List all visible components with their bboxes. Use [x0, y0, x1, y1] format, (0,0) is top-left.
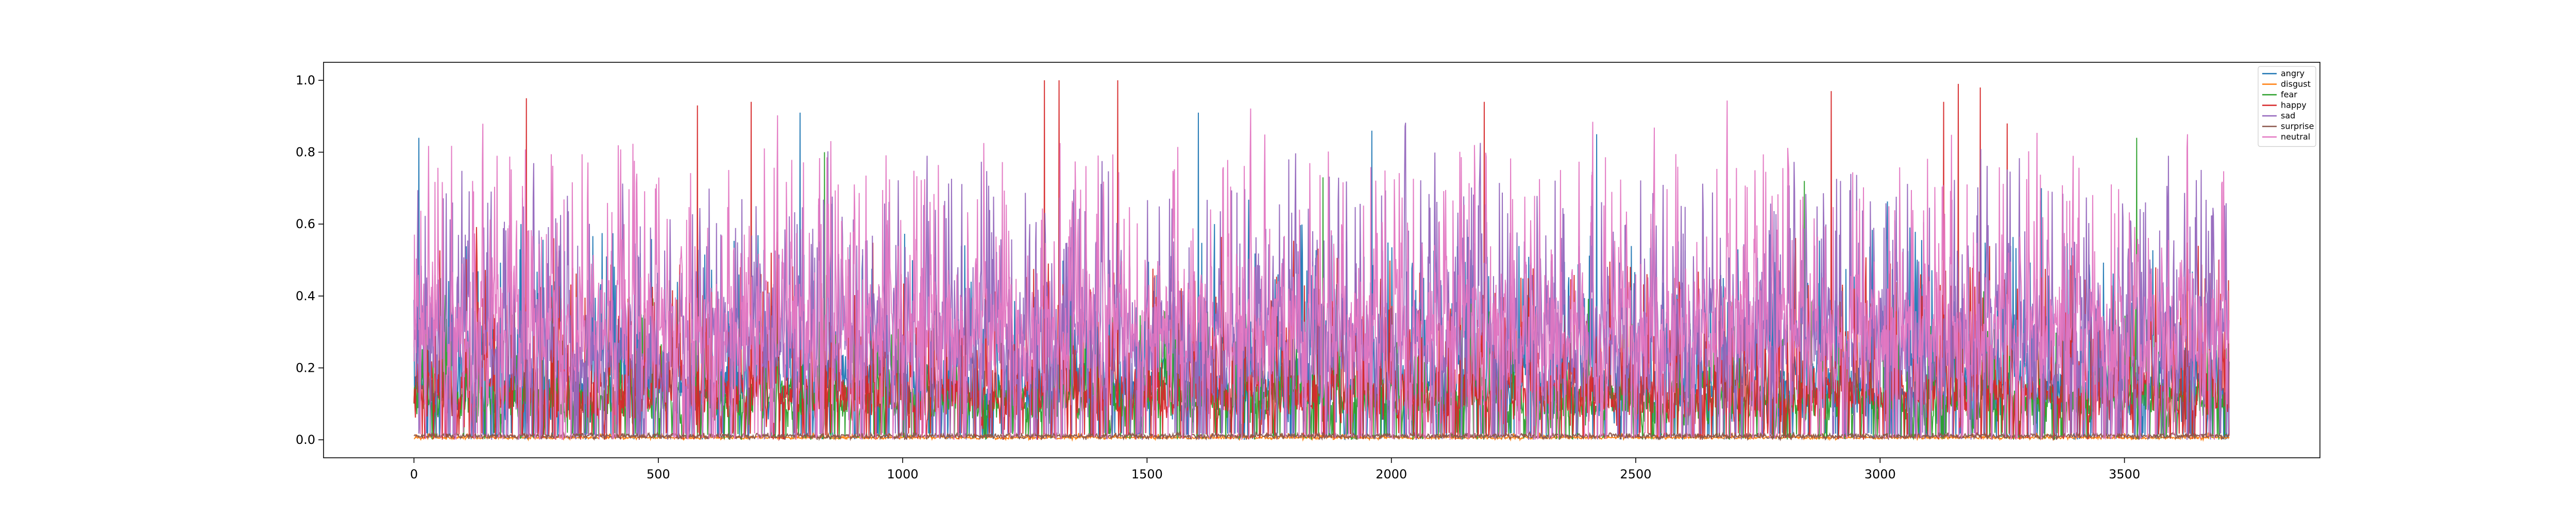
legend-label-fear: fear — [2281, 90, 2297, 99]
series-line-sad — [413, 123, 2230, 440]
ticks-layer: 0 500 1000 1500 2000 2500 3000 3500 0.0 0.2 0.4 0.6… — [296, 73, 2140, 481]
x-tick-label: 3000 — [1865, 467, 1896, 481]
series-line-neutral — [413, 100, 2230, 440]
y-tick-label: 0.0 — [296, 433, 315, 447]
plot-frame — [323, 62, 2320, 458]
x-tick-label: 0 — [410, 467, 418, 481]
legend-label-happy: happy — [2281, 100, 2307, 110]
x-tick-label: 1500 — [1131, 467, 1163, 481]
legend-label-angry: angry — [2281, 68, 2304, 78]
series-line-surprise — [413, 430, 2230, 442]
y-tick-label: 0.2 — [296, 360, 315, 375]
x-tick-label: 2000 — [1376, 467, 1407, 481]
legend-label-surprise: surprise — [2281, 122, 2314, 131]
y-tick-label: 0.8 — [296, 145, 315, 160]
legend-label-neutral: neutral — [2281, 132, 2310, 142]
series-layer — [413, 80, 2230, 442]
legend-label-sad: sad — [2281, 111, 2295, 120]
x-tick-label: 2500 — [1620, 467, 1651, 481]
y-tick-label: 0.6 — [296, 217, 315, 231]
legend-label-disgust: disgust — [2281, 79, 2311, 89]
y-tick-label: 1.0 — [296, 73, 315, 88]
x-tick-label: 500 — [647, 467, 670, 481]
x-tick-label: 3500 — [2109, 467, 2140, 481]
x-tick-label: 1000 — [887, 467, 919, 481]
y-tick-label: 0.4 — [296, 289, 315, 303]
